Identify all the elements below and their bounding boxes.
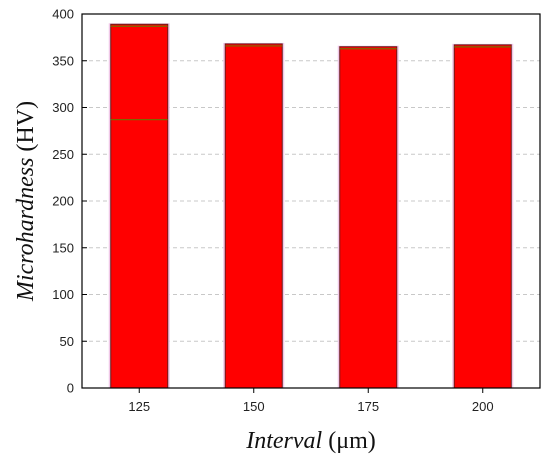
x-axis-title: Interval (μm) bbox=[245, 428, 376, 454]
y-tick-label: 100 bbox=[52, 287, 74, 302]
y-tick-label: 350 bbox=[52, 53, 74, 68]
bar-125 bbox=[110, 23, 169, 389]
y-tick-label: 50 bbox=[60, 334, 74, 349]
y-axis-ticks: 0 50 100 150 200 250 300 350 400 bbox=[52, 7, 87, 396]
y-axis-title: Microhardness (HV) bbox=[13, 101, 39, 302]
x-tick-label: 150 bbox=[243, 399, 265, 414]
y-tick-label: 400 bbox=[52, 7, 74, 22]
bar-150 bbox=[224, 43, 283, 389]
bar-175 bbox=[339, 46, 398, 389]
y-axis-title-unit: (HV) bbox=[13, 101, 39, 158]
y-tick-label: 300 bbox=[52, 100, 74, 115]
x-axis-title-unit: (μm) bbox=[322, 428, 376, 454]
y-tick-label: 250 bbox=[52, 147, 74, 162]
x-tick-label: 125 bbox=[128, 399, 150, 414]
bars bbox=[108, 23, 514, 389]
y-axis-title-main: Microhardness bbox=[13, 158, 39, 303]
y-tick-label: 0 bbox=[67, 381, 74, 396]
x-tick-label: 200 bbox=[472, 399, 494, 414]
x-tick-label: 175 bbox=[357, 399, 379, 414]
x-axis-title-main: Interval bbox=[245, 428, 322, 454]
bar-200 bbox=[453, 44, 512, 389]
x-axis-ticks: 125 150 175 200 bbox=[128, 388, 494, 414]
y-tick-label: 200 bbox=[52, 194, 74, 209]
y-tick-label: 150 bbox=[52, 240, 74, 255]
